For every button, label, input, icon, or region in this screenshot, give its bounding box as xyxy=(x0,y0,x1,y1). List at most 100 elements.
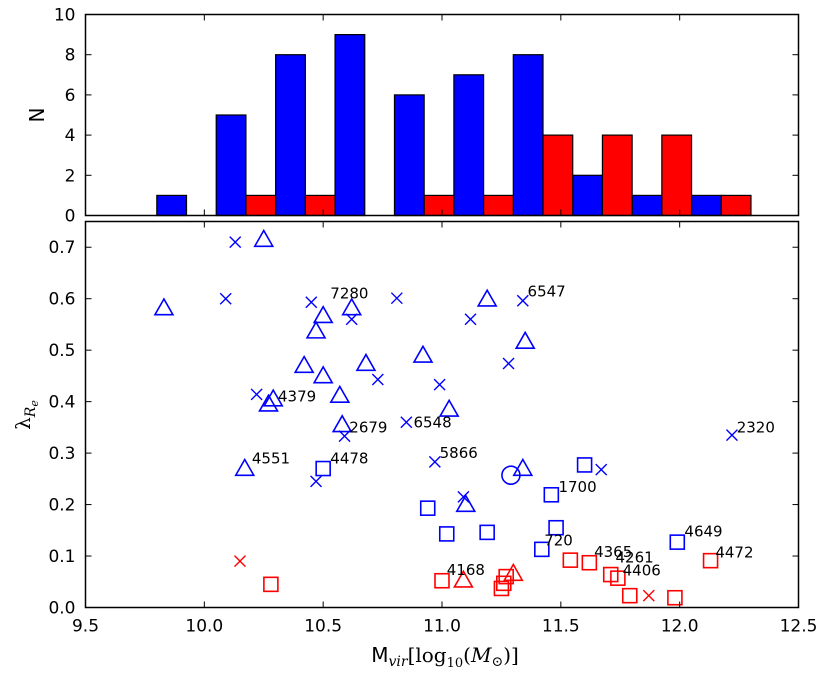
galaxy-label: 720 xyxy=(544,532,573,550)
hist-ytick-label: 2 xyxy=(65,166,76,186)
scatter-point-square-red xyxy=(493,580,510,597)
histogram-y-label: N xyxy=(25,108,49,123)
scatter-point-x-blue xyxy=(338,430,351,443)
scatter-point-x-blue xyxy=(250,388,263,401)
hist-bar-blue-0 xyxy=(156,194,188,217)
galaxy-label: 4551 xyxy=(252,449,290,467)
y-label-subsub: e xyxy=(28,400,41,407)
galaxy-label: 6547 xyxy=(528,283,566,301)
x-label-paren: ( xyxy=(463,643,471,667)
scatter-point-square-blue xyxy=(669,534,686,550)
histogram-bars xyxy=(156,33,752,217)
galaxy-label: 4472 xyxy=(715,544,753,562)
scatter-point-triangle-blue xyxy=(438,398,460,417)
scatter-point-x-blue xyxy=(502,357,515,370)
galaxy-label: 4261 xyxy=(615,549,653,567)
x-label-close: )] xyxy=(503,643,519,667)
scatter-point-triangle-blue xyxy=(312,305,334,324)
scatter-point-x-blue xyxy=(516,294,529,307)
scatter-point-square-blue xyxy=(479,524,495,541)
galaxy-label: 2320 xyxy=(737,419,775,437)
galaxy-label: 4406 xyxy=(623,562,661,580)
scatter-point-triangle-blue xyxy=(476,288,498,307)
scatter-xtick-label: 12.0 xyxy=(661,617,699,637)
scatter-point-x-blue xyxy=(400,416,413,429)
scatter-ticks: 0.0 0.1 0.2 0.3 0.4 0.5 0.6 0.7 9.5 10.0 10.5 11.0 1… xyxy=(48,221,817,637)
scatter-ytick-label: 0.5 xyxy=(48,341,75,361)
hist-bar-red-3 xyxy=(482,194,514,217)
hist-bar-red-6 xyxy=(661,134,693,217)
scatter-xtick-label: 10.5 xyxy=(304,617,342,637)
scatter-point-triangle-blue xyxy=(253,228,275,248)
scatter-ytick-label: 0.4 xyxy=(48,393,75,413)
scatter-point-square-blue xyxy=(543,486,560,503)
scatter-point-x-blue xyxy=(595,463,608,476)
scatter-point-square-blue xyxy=(548,519,564,536)
scatter-point-triangle-blue xyxy=(262,388,284,407)
scatter-point-square-red xyxy=(610,570,626,586)
scatter-xtick-label: 11.0 xyxy=(423,617,461,637)
scatter-point-x-blue xyxy=(345,313,358,326)
scatter-point-triangle-blue xyxy=(329,384,351,404)
scatter-point-triangle-blue xyxy=(293,354,315,374)
scatter-xtick-label: 9.5 xyxy=(72,617,99,637)
scatter-point-x-blue xyxy=(428,455,441,468)
scatter-points xyxy=(153,228,738,606)
hist-bar-blue-4 xyxy=(393,94,425,217)
scatter-point-square-red xyxy=(667,589,683,606)
scatter-point-x-blue xyxy=(371,373,384,386)
x-label-msun: M xyxy=(470,643,492,667)
x-label-sun: ⊙ xyxy=(491,654,503,670)
scatter-point-x-red xyxy=(233,555,246,568)
galaxy-label: 4168 xyxy=(447,561,485,579)
y-label-sub: R xyxy=(23,406,39,418)
scatter-point-x-blue xyxy=(219,292,232,305)
hist-ytick-label: 6 xyxy=(65,86,76,106)
scatter-y-label: λRe xyxy=(11,400,41,430)
galaxy-label: 5866 xyxy=(440,444,478,462)
x-label-log-base: 10 xyxy=(447,656,464,671)
hist-bar-blue-7 xyxy=(572,174,604,217)
scatter-point-circle-blue xyxy=(501,465,521,486)
hist-bar-blue-6 xyxy=(512,54,544,217)
hist-ytick-label: 8 xyxy=(65,46,76,66)
scatter-ytick-label: 0.1 xyxy=(48,547,75,567)
hist-bar-blue-1 xyxy=(215,114,247,217)
scatter-ytick-label: 0.0 xyxy=(48,599,75,619)
scatter-point-triangle-red xyxy=(453,569,474,588)
hist-bar-red-1 xyxy=(304,194,336,217)
scatter-point-x-blue xyxy=(229,236,242,249)
x-label-vir: vir xyxy=(388,654,408,670)
scatter-panel: 7280 6547 4379 2679 6548 2320 4551 4478 5866 1700… xyxy=(11,220,817,671)
scatter-ytick-label: 0.3 xyxy=(48,444,75,464)
scatter-point-x-blue xyxy=(725,429,738,442)
hist-bar-blue-2 xyxy=(275,54,306,217)
scatter-point-triangle-blue xyxy=(512,457,534,477)
scatter-point-square-blue xyxy=(315,460,331,477)
scatter-ytick-label: 0.6 xyxy=(48,290,75,310)
scatter-point-x-blue xyxy=(310,475,323,488)
scatter-point-x-red xyxy=(642,589,655,602)
hist-bar-blue-8 xyxy=(631,194,663,217)
galaxy-label: 4478 xyxy=(330,449,368,467)
scatter-point-square-blue xyxy=(438,526,455,542)
scatter-point-triangle-blue xyxy=(153,297,175,316)
histogram-frame xyxy=(84,13,800,217)
galaxy-label: 2679 xyxy=(349,419,387,437)
hist-bar-blue-9 xyxy=(690,194,722,217)
scatter-x-label: Mvir[log10(M⊙)] xyxy=(371,643,519,671)
hist-bar-red-7 xyxy=(720,194,752,217)
scatter-point-square-blue xyxy=(534,541,550,558)
x-label-log: [log xyxy=(408,643,447,667)
hist-bar-red-5 xyxy=(601,134,633,217)
scatter-xtick-label: 10.0 xyxy=(185,617,223,637)
scatter-frame xyxy=(84,220,800,609)
scatter-point-x-blue xyxy=(457,490,470,503)
galaxy-label: 4649 xyxy=(684,522,722,540)
scatter-annotations: 7280 6547 4379 2679 6548 2320 4551 4478 5866 1700… xyxy=(252,283,775,580)
scatter-point-square-red xyxy=(562,552,579,568)
scatter-point-x-blue xyxy=(390,292,403,305)
scatter-point-triangle-blue xyxy=(341,297,363,316)
hist-bar-blue-5 xyxy=(453,74,485,217)
scatter-ytick-label: 0.7 xyxy=(48,238,75,258)
